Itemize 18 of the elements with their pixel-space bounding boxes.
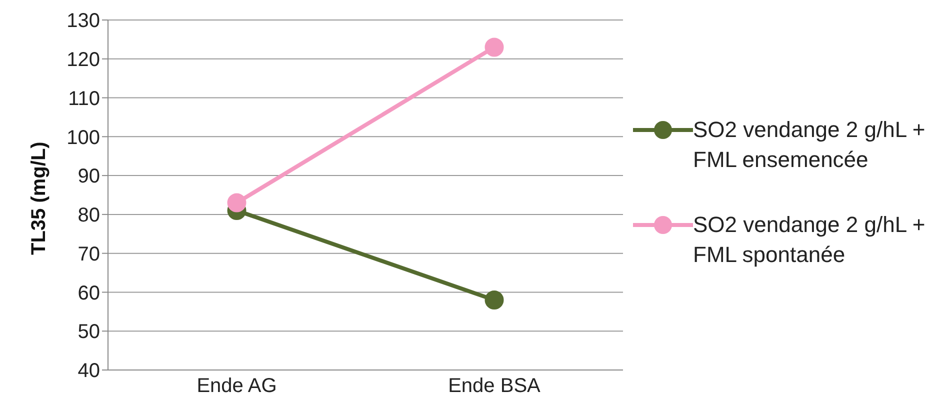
point xyxy=(484,38,504,57)
y-tick-label: 130 xyxy=(66,10,100,32)
y-tick-label: 120 xyxy=(66,48,100,71)
y-tick-label: 50 xyxy=(78,321,100,344)
y-axis-title: TL35 (mg/L) xyxy=(28,142,50,255)
x-tick-label: Ende BSA xyxy=(448,375,542,398)
legend-label: SO2 vendange 2 g/hL + FML ensemencée xyxy=(693,116,926,174)
y-tick-label: 100 xyxy=(66,126,100,149)
y-tick-label: 90 xyxy=(78,166,100,188)
legend-label: SO2 vendange 2 g/hL + FML spontanée xyxy=(693,211,926,269)
point xyxy=(227,193,246,212)
y-tick-label: 80 xyxy=(78,204,100,227)
y-tick-label: 70 xyxy=(78,243,100,266)
point xyxy=(484,290,504,310)
y-tick-label: 60 xyxy=(78,282,100,304)
y-tick-label: 110 xyxy=(68,88,100,110)
x-tick-label: Ende AG xyxy=(196,375,277,398)
y-tick-label: 40 xyxy=(78,360,100,382)
